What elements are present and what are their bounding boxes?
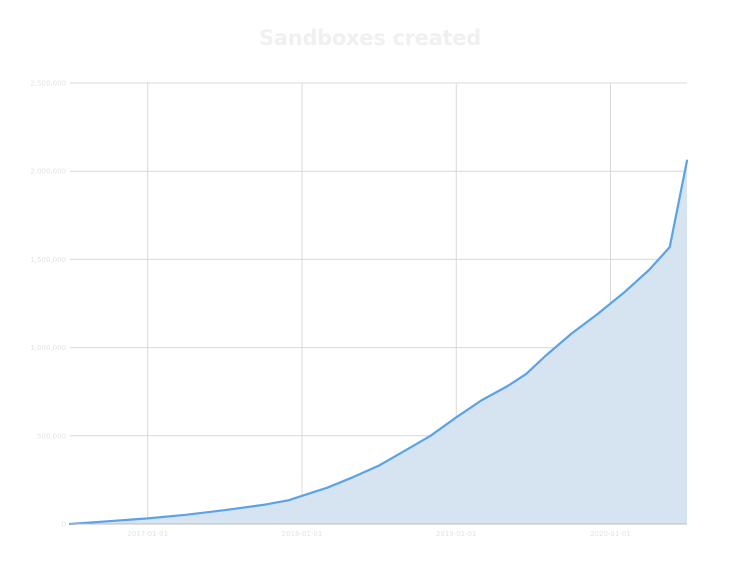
series-area <box>70 160 687 524</box>
x-tick-label: 2019-01-01 <box>436 530 477 538</box>
x-tick-label: 2017-01-01 <box>127 530 168 538</box>
y-tick-label: 1,500,000 <box>30 256 66 264</box>
x-tick-label: 2018-01-01 <box>282 530 323 538</box>
y-tick-label: 2,000,000 <box>30 168 66 176</box>
y-tick-label: 2,500,000 <box>30 80 66 88</box>
y-tick-label: 500,000 <box>37 432 66 440</box>
y-tick-label: 0 <box>62 521 66 529</box>
series-line <box>68 159 689 526</box>
y-tick-label: 1,000,000 <box>30 344 66 352</box>
x-tick-label: 2020-01-01 <box>590 530 631 538</box>
chart-title: Sandboxes created <box>259 26 481 50</box>
